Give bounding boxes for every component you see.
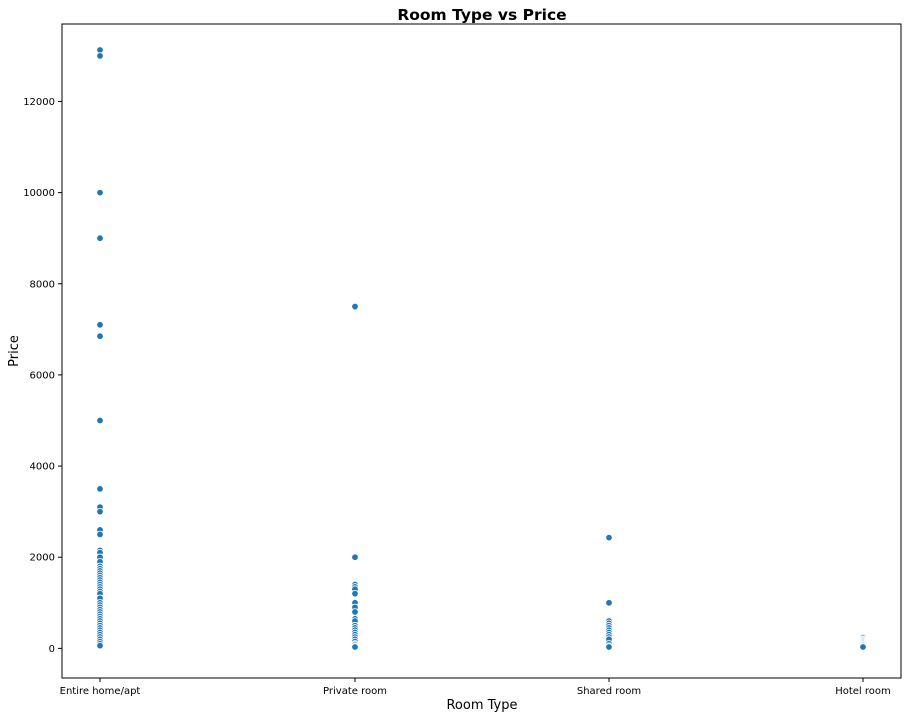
data-point-hotel-room-11 bbox=[859, 643, 867, 651]
y-tick-label-12000: 12000 bbox=[23, 97, 55, 108]
data-point-entire-home-apt-9 bbox=[96, 507, 104, 516]
data-point-entire-home-apt-3 bbox=[96, 234, 104, 242]
data-point-entire-home-apt-49 bbox=[96, 641, 104, 650]
y-tick-label-6000: 6000 bbox=[30, 370, 55, 381]
y-tick-label-0: 0 bbox=[49, 644, 55, 655]
data-point-entire-home-apt-1 bbox=[96, 52, 104, 60]
data-point-entire-home-apt-2 bbox=[96, 188, 104, 197]
data-point-shared-room-13 bbox=[605, 643, 613, 651]
y-tick-label-4000: 4000 bbox=[30, 462, 55, 473]
y-tick-label-2000: 2000 bbox=[30, 553, 55, 564]
data-point-entire-home-apt-5 bbox=[96, 332, 104, 340]
x-tick-label-hotel-room: Hotel room bbox=[835, 686, 891, 697]
data-point-shared-room-0 bbox=[605, 533, 613, 542]
chart-title: Room Type vs Price bbox=[397, 6, 566, 24]
data-point-entire-home-apt-4 bbox=[96, 321, 104, 329]
y-axis: 0 2000 4000 6000 8000 10000 12000 bbox=[23, 97, 62, 655]
data-point-private-room-1 bbox=[351, 553, 359, 561]
plot-frame bbox=[61, 23, 902, 679]
data-point-shared-room-1 bbox=[605, 599, 613, 607]
points-layer bbox=[96, 46, 867, 651]
data-point-entire-home-apt-6 bbox=[96, 416, 104, 425]
y-axis-label: Price bbox=[7, 335, 22, 367]
data-point-private-room-22 bbox=[351, 643, 359, 651]
x-axis: Entire home/apt Private room Shared room Ho… bbox=[60, 678, 891, 697]
y-tick-label-8000: 8000 bbox=[30, 279, 55, 290]
data-point-private-room-8 bbox=[351, 608, 359, 616]
x-tick-label-entire-home-apt: Entire home/apt bbox=[60, 686, 141, 697]
data-point-private-room-5 bbox=[351, 589, 359, 598]
y-tick-label-10000: 10000 bbox=[23, 188, 55, 199]
data-point-private-room-0 bbox=[351, 302, 359, 311]
x-axis-label: Room Type bbox=[446, 698, 517, 713]
data-point-entire-home-apt-11 bbox=[96, 530, 104, 539]
x-tick-label-shared-room: Shared room bbox=[577, 686, 641, 697]
x-tick-label-private-room: Private room bbox=[323, 686, 387, 697]
data-point-entire-home-apt-7 bbox=[96, 485, 104, 493]
